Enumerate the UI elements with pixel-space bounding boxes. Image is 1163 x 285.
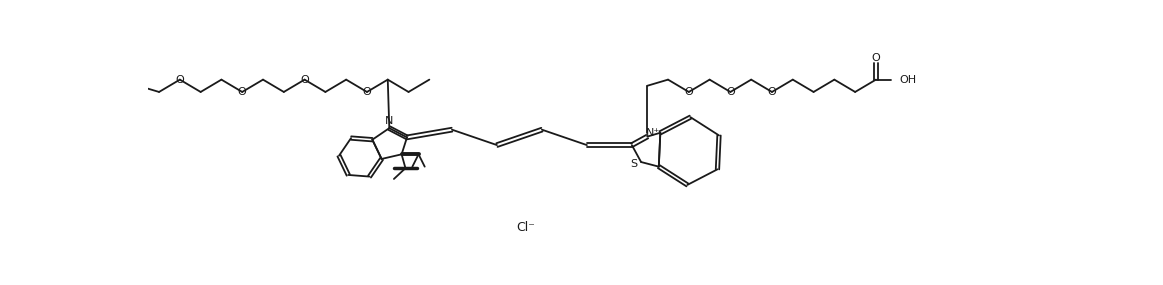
Text: O: O — [768, 87, 777, 97]
Text: N: N — [385, 116, 393, 126]
Text: Cl⁻: Cl⁻ — [516, 221, 535, 234]
Text: O: O — [685, 87, 693, 97]
Text: O: O — [300, 75, 309, 85]
Text: O: O — [176, 75, 184, 85]
Text: N⁺: N⁺ — [647, 128, 661, 138]
Text: O: O — [238, 87, 247, 97]
Text: O: O — [363, 87, 371, 97]
Text: O: O — [726, 87, 735, 97]
Text: OH: OH — [899, 75, 916, 85]
Text: S: S — [630, 159, 637, 169]
Text: O: O — [871, 53, 880, 63]
